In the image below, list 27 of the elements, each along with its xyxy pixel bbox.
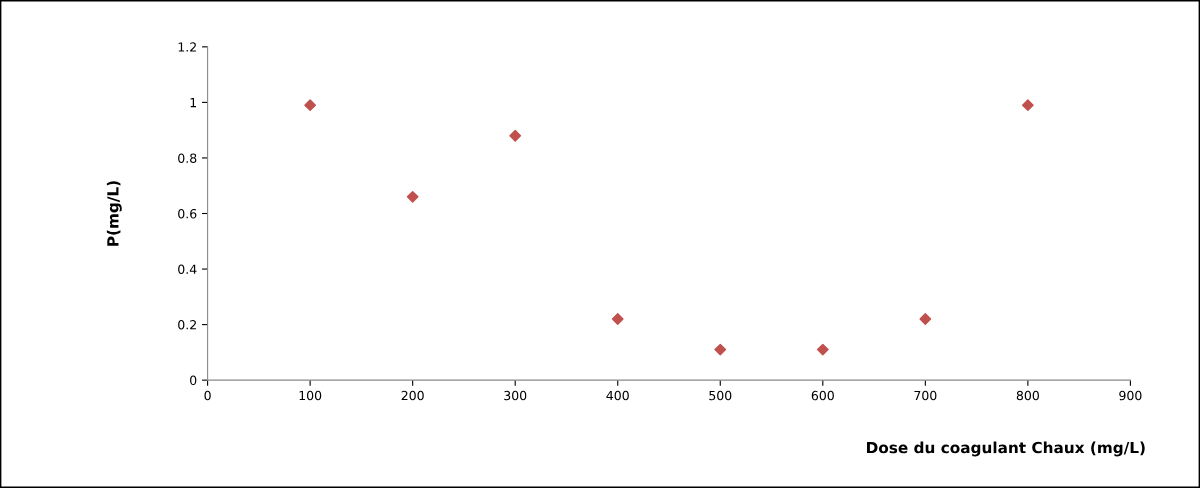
y-tick-label: 1.2 — [178, 42, 196, 52]
x-tick-label: 600 — [811, 390, 834, 401]
x-tick-label: 400 — [606, 390, 629, 401]
y-tick-label: 1 — [190, 98, 197, 108]
x-tick-label: 100 — [299, 390, 322, 401]
point — [919, 313, 932, 325]
x-tick-label: 900 — [1119, 390, 1142, 401]
point — [304, 99, 317, 112]
y-tick-label: 0.4 — [178, 264, 197, 274]
x-tick-label: 300 — [504, 390, 527, 401]
point — [611, 313, 624, 325]
y-tick-label: 0.2 — [178, 320, 196, 330]
x-tick-label: 0 — [204, 390, 211, 401]
point — [714, 343, 727, 356]
x-tick-label: 200 — [401, 390, 424, 401]
point — [509, 129, 522, 142]
point — [406, 190, 419, 203]
point — [1021, 99, 1034, 112]
x-tick-label: 500 — [709, 390, 732, 401]
y-tick-label: 0 — [190, 375, 197, 386]
y-axis-title: P(mg/L) — [106, 181, 122, 246]
x-tick-label: 800 — [1016, 390, 1039, 401]
x-tick-label: 700 — [914, 390, 937, 401]
point — [816, 343, 829, 356]
x-axis-title: Dose du coagulant Chaux (mg/L) — [867, 441, 1145, 457]
y-tick-label: 0.8 — [178, 153, 197, 163]
y-tick-label: 0.6 — [178, 208, 197, 219]
